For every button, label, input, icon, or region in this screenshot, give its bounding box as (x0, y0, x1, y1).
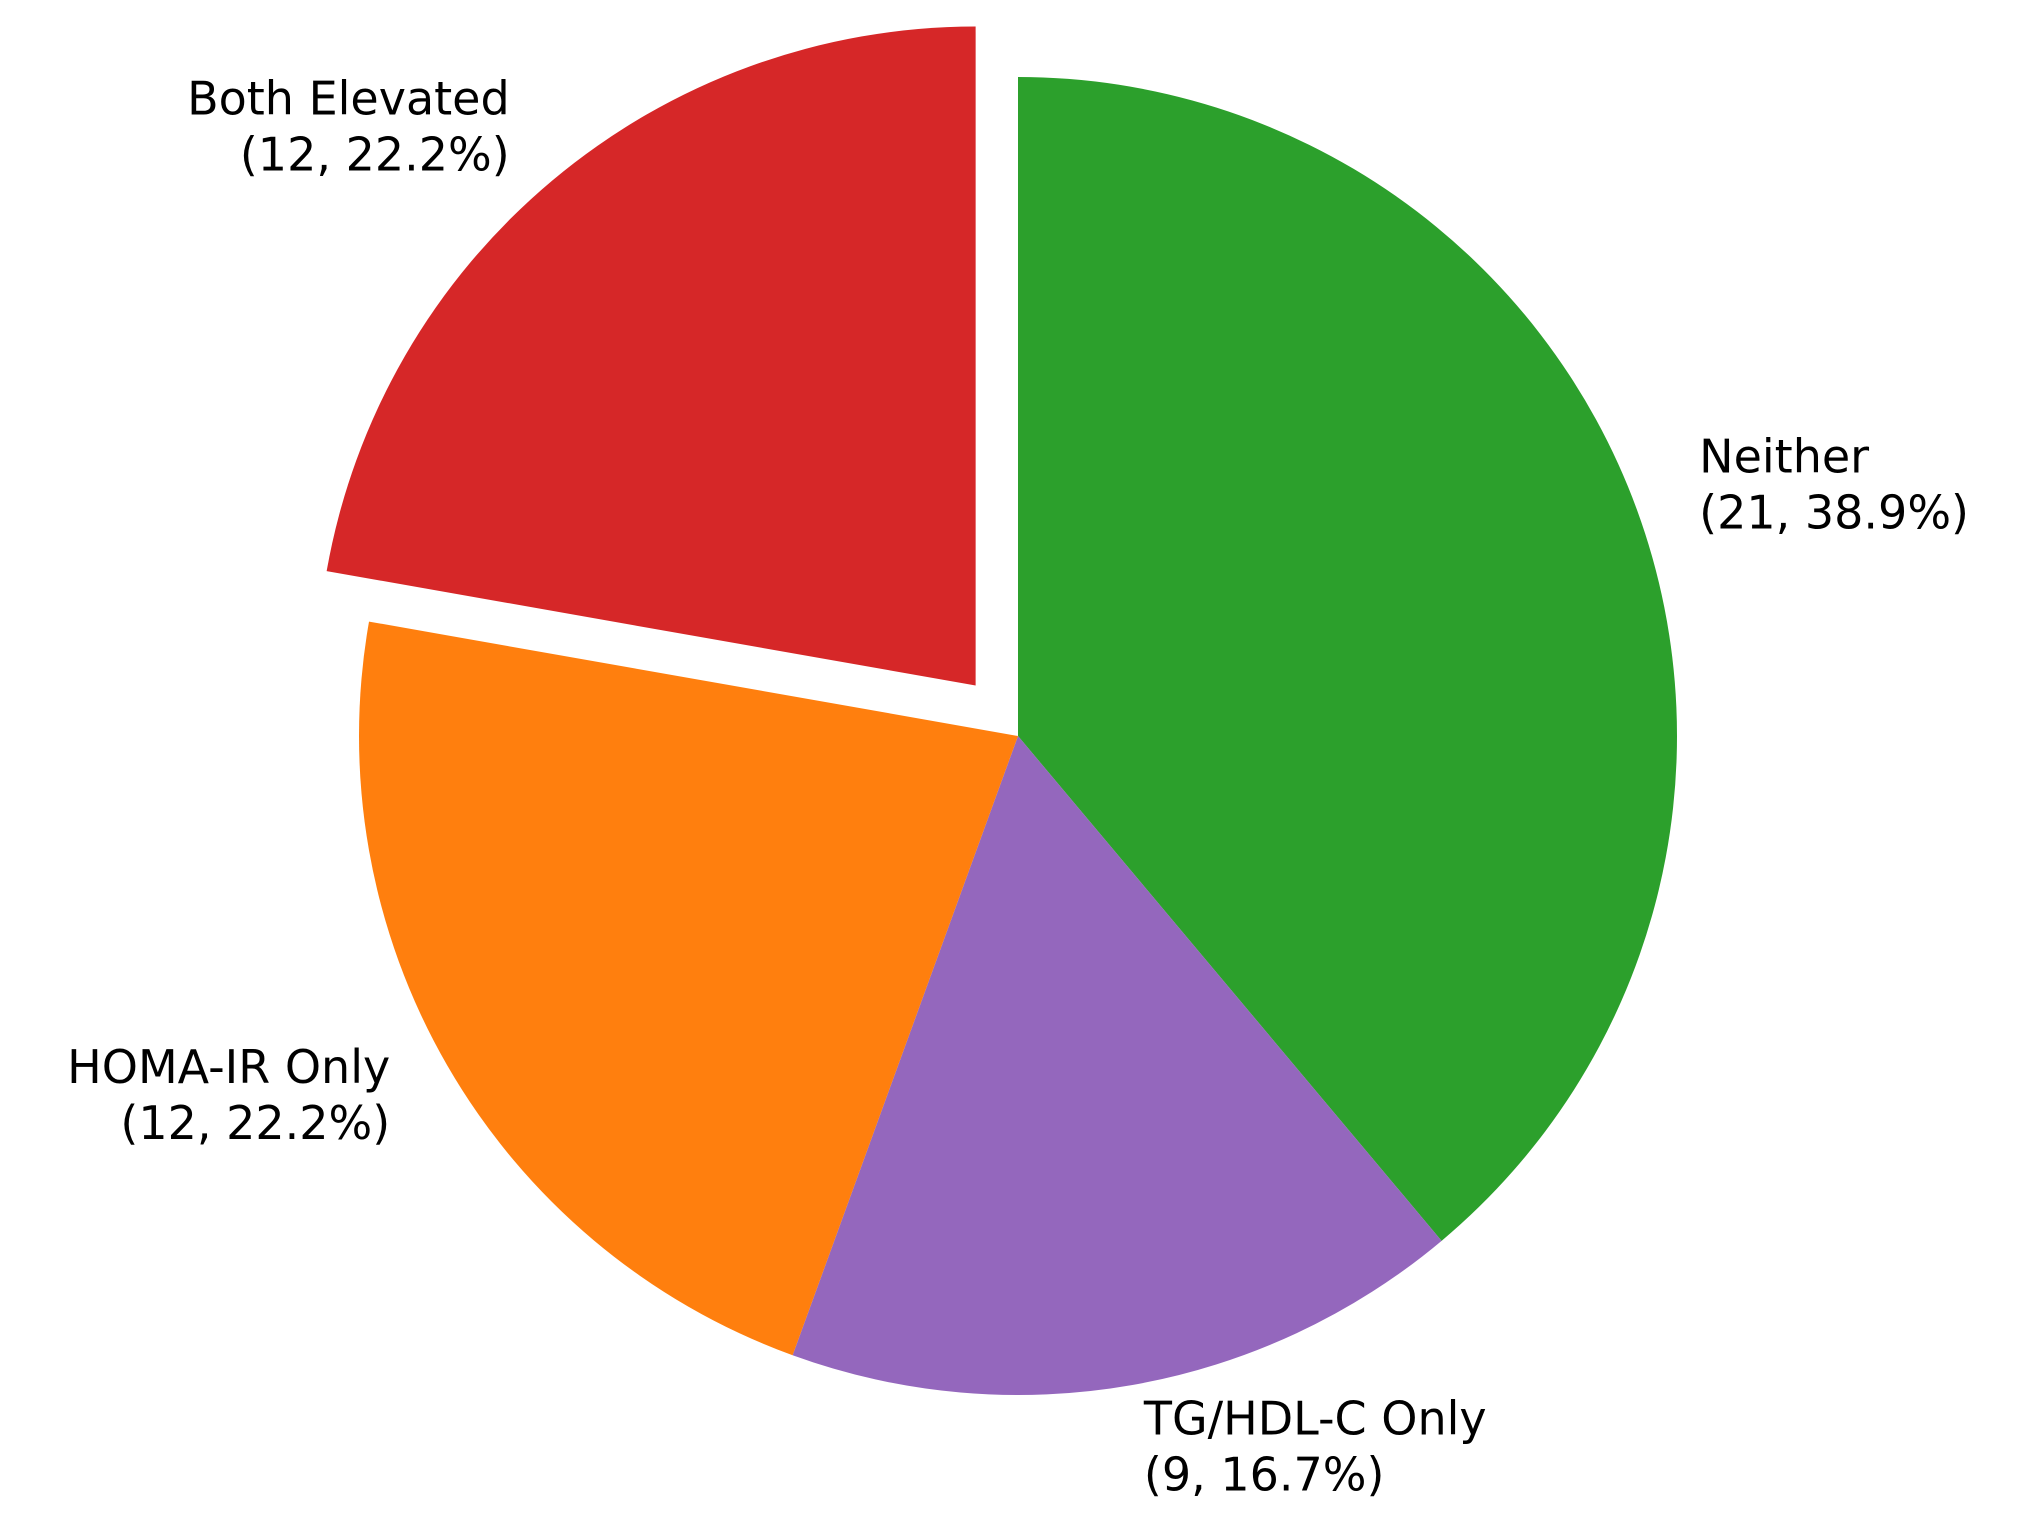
slice-label: Both Elevated (187, 72, 510, 126)
slice-label: HOMA-IR Only (67, 1040, 390, 1094)
value-label: (21, 38.9%) (1699, 486, 1969, 540)
value-label: (9, 16.7%) (1144, 1447, 1385, 1501)
pie-slice (792, 736, 1442, 1395)
pie-slice (1018, 77, 1677, 1241)
pie-slice (326, 26, 976, 686)
slice-label: Neither (1699, 430, 1869, 484)
value-label: (12, 22.2%) (120, 1096, 390, 1150)
slice-label: TG/HDL-C Only (1143, 1391, 1487, 1445)
pie-slice (359, 621, 1019, 1356)
value-label: (12, 22.2%) (240, 128, 510, 182)
